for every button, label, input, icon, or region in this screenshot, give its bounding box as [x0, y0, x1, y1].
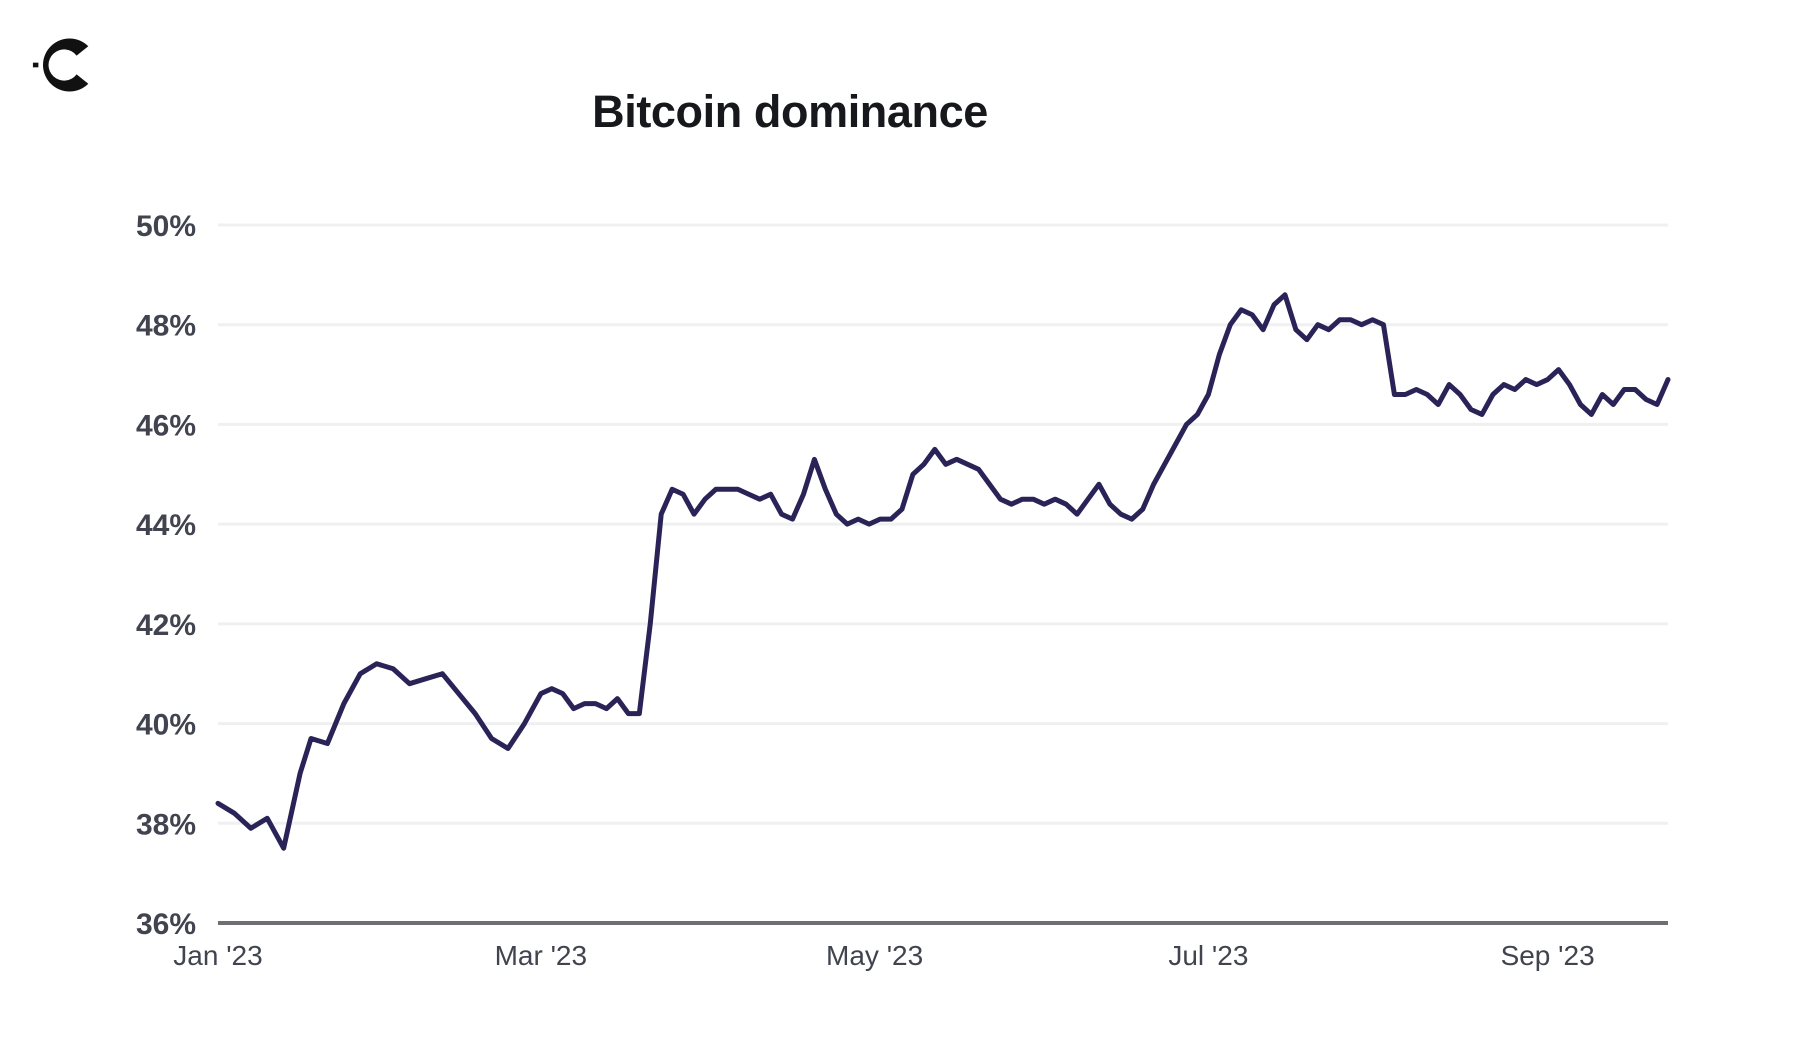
y-axis-tick-label: 36% — [136, 908, 196, 941]
y-axis-tick-label: 38% — [136, 808, 196, 841]
y-axis-tick-label: 44% — [136, 509, 196, 542]
x-axis-tick-label: Mar '23 — [495, 940, 588, 971]
y-axis-tick-label: 46% — [136, 409, 196, 442]
data-series-line — [215, 292, 1671, 851]
y-axis-tick-label: 42% — [136, 609, 196, 642]
x-axis-tick-label: May '23 — [826, 940, 923, 971]
chart-gridlines — [218, 223, 1668, 825]
chart-y-axis-labels: 36% 38% 40% 42% 44% 46% 48% 50% — [136, 210, 196, 941]
y-axis-tick-label: 48% — [136, 310, 196, 343]
y-axis-tick-label: 50% — [136, 210, 196, 243]
x-axis-tick-label: Jul '23 — [1168, 940, 1248, 971]
page-title: Bitcoin dominance — [592, 86, 988, 137]
y-axis-tick-label: 40% — [136, 709, 196, 742]
chart-x-axis-labels: Jan '23 Mar '23 May '23 Jul '23 Sep '23 — [173, 940, 1594, 971]
x-axis-tick-label: Sep '23 — [1501, 940, 1595, 971]
coindesk-c-logo-icon — [22, 26, 100, 104]
x-axis-tick-label: Jan '23 — [173, 940, 262, 971]
chart-data-series — [215, 292, 1671, 851]
